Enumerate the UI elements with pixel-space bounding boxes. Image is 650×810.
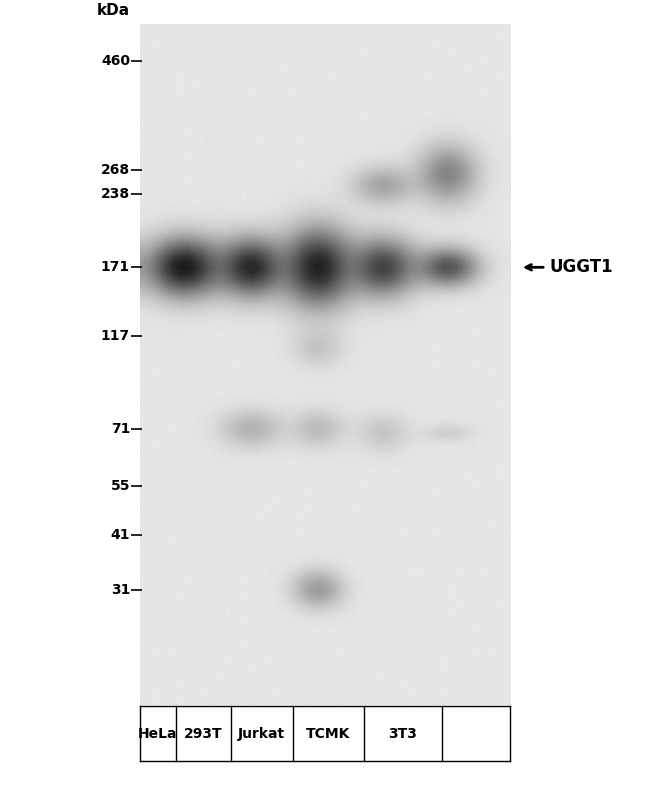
Text: 31: 31 [111, 582, 130, 597]
Text: 460: 460 [101, 53, 130, 68]
Text: 268: 268 [101, 163, 130, 177]
Text: 41: 41 [111, 527, 130, 542]
Text: 71: 71 [111, 422, 130, 437]
Text: Jurkat: Jurkat [238, 727, 285, 741]
Text: 171: 171 [101, 260, 130, 275]
Text: 293T: 293T [184, 727, 222, 741]
Text: UGGT1: UGGT1 [549, 258, 613, 276]
Text: TCMK: TCMK [306, 727, 350, 741]
Text: 3T3: 3T3 [389, 727, 417, 741]
Text: kDa: kDa [97, 2, 130, 18]
Text: 238: 238 [101, 187, 130, 202]
Text: HeLa: HeLa [138, 727, 177, 741]
Text: 55: 55 [111, 479, 130, 493]
Text: 117: 117 [101, 329, 130, 343]
